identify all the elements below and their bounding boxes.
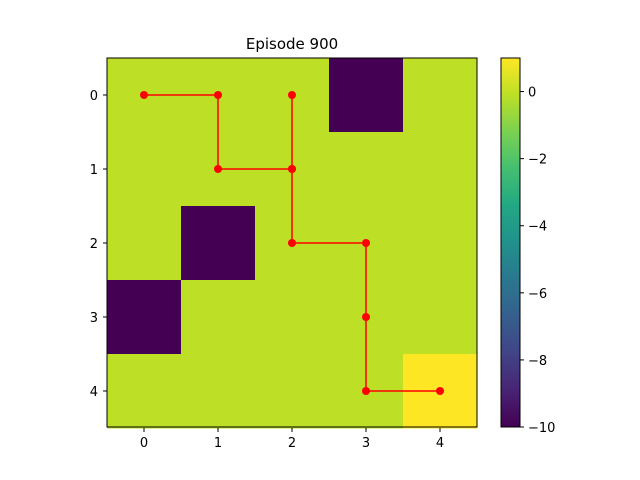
- y-tick-label: 4: [90, 385, 98, 400]
- heatmap-cell-r0-c4: [403, 58, 478, 133]
- colorbar-tick-label: −10: [528, 421, 555, 436]
- heatmap-cell-r0-c3: [329, 58, 404, 133]
- path-point-0: [140, 91, 148, 99]
- heatmap-cell-r3-c4: [403, 280, 478, 355]
- heatmap-cell-r4-c1: [181, 354, 256, 429]
- heatmap-cell-r1-c4: [403, 132, 478, 207]
- y-tick-label: 2: [90, 237, 98, 252]
- heatmap-cell-r3-c1: [181, 280, 256, 355]
- heatmap-cell-r1-c0: [107, 132, 182, 207]
- path-point-7: [362, 239, 370, 247]
- x-tick-label: 4: [436, 436, 444, 451]
- x-tick-label: 0: [140, 436, 148, 451]
- y-tick-label: 3: [90, 311, 98, 326]
- path-point-6: [288, 239, 296, 247]
- colorbar-tick-label: 0: [528, 86, 536, 101]
- path-point-2: [214, 165, 222, 173]
- x-tick-label: 1: [214, 436, 222, 451]
- heatmap-cell-r2-c1: [181, 206, 256, 281]
- heatmap-cell-r3-c2: [255, 280, 330, 355]
- y-axis: 0 1 2 3 4: [90, 89, 107, 400]
- heatmap-cell-r2-c4: [403, 206, 478, 281]
- y-tick-label: 0: [90, 89, 98, 104]
- heatmap-cell-r3-c0: [107, 280, 182, 355]
- path-point-4: [288, 91, 296, 99]
- colorbar: [501, 58, 520, 427]
- chart-title: Episode 900: [246, 35, 338, 53]
- heatmap-cell-r2-c0: [107, 206, 182, 281]
- heatmap-cell-r4-c0: [107, 354, 182, 429]
- colorbar-axis: 0 −2 −4 −6 −8 −10: [520, 86, 555, 436]
- colorbar-tick-label: −4: [528, 220, 547, 235]
- x-tick-label: 3: [362, 436, 370, 451]
- path-point-10: [436, 387, 444, 395]
- path-point-5: [288, 165, 296, 173]
- heatmap-cell-r1-c3: [329, 132, 404, 207]
- x-axis: 0 1 2 3 4: [140, 428, 444, 451]
- x-tick-label: 2: [288, 436, 296, 451]
- colorbar-tick-label: −8: [528, 354, 547, 369]
- path-point-9: [362, 387, 370, 395]
- y-tick-label: 1: [90, 163, 98, 178]
- heatmap-cell-r4-c2: [255, 354, 330, 429]
- colorbar-tick-label: −2: [528, 153, 547, 168]
- path-point-8: [362, 313, 370, 321]
- colorbar-tick-label: −6: [528, 287, 547, 302]
- path-point-1: [214, 91, 222, 99]
